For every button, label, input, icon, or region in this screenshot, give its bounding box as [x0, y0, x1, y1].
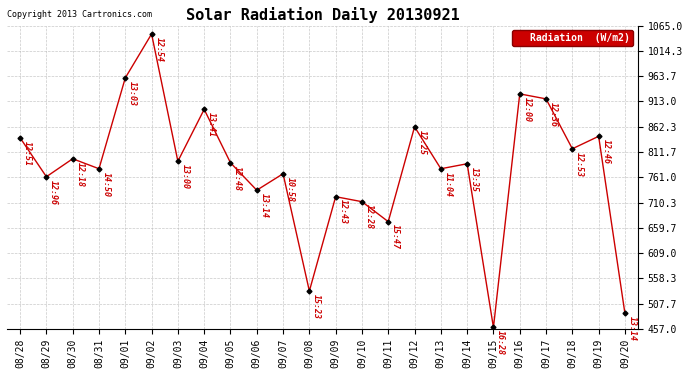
Text: 13:14: 13:14 [628, 316, 637, 341]
Text: Copyright 2013 Cartronics.com: Copyright 2013 Cartronics.com [7, 10, 152, 20]
Text: 13:00: 13:00 [181, 164, 190, 189]
Text: 14:50: 14:50 [101, 171, 111, 196]
Text: 10:58: 10:58 [286, 177, 295, 201]
Text: 15:23: 15:23 [312, 294, 321, 319]
Title: Solar Radiation Daily 20130921: Solar Radiation Daily 20130921 [186, 7, 460, 23]
Text: 12:43: 12:43 [338, 200, 348, 225]
Text: 13:03: 13:03 [128, 81, 137, 106]
Text: 12:00: 12:00 [522, 97, 531, 122]
Text: 12:46: 12:46 [602, 139, 611, 164]
Text: 12:25: 12:25 [417, 130, 426, 154]
Text: 13:41: 13:41 [207, 112, 216, 137]
Text: 12:51: 12:51 [23, 141, 32, 166]
Text: 12:53: 12:53 [575, 152, 584, 177]
Legend: Radiation  (W/m2): Radiation (W/m2) [512, 30, 633, 46]
Text: 12:96: 12:96 [49, 180, 58, 204]
Text: 16:28: 16:28 [496, 330, 505, 355]
Text: 12:48: 12:48 [233, 165, 242, 190]
Text: 13:35: 13:35 [470, 166, 479, 192]
Text: 15:47: 15:47 [391, 224, 400, 249]
Text: 12:54: 12:54 [155, 37, 164, 62]
Text: 12:36: 12:36 [549, 102, 558, 127]
Text: 12:18: 12:18 [75, 162, 84, 186]
Text: 12:28: 12:28 [365, 204, 374, 230]
Text: 13:14: 13:14 [259, 193, 268, 218]
Text: 11:04: 11:04 [444, 171, 453, 196]
